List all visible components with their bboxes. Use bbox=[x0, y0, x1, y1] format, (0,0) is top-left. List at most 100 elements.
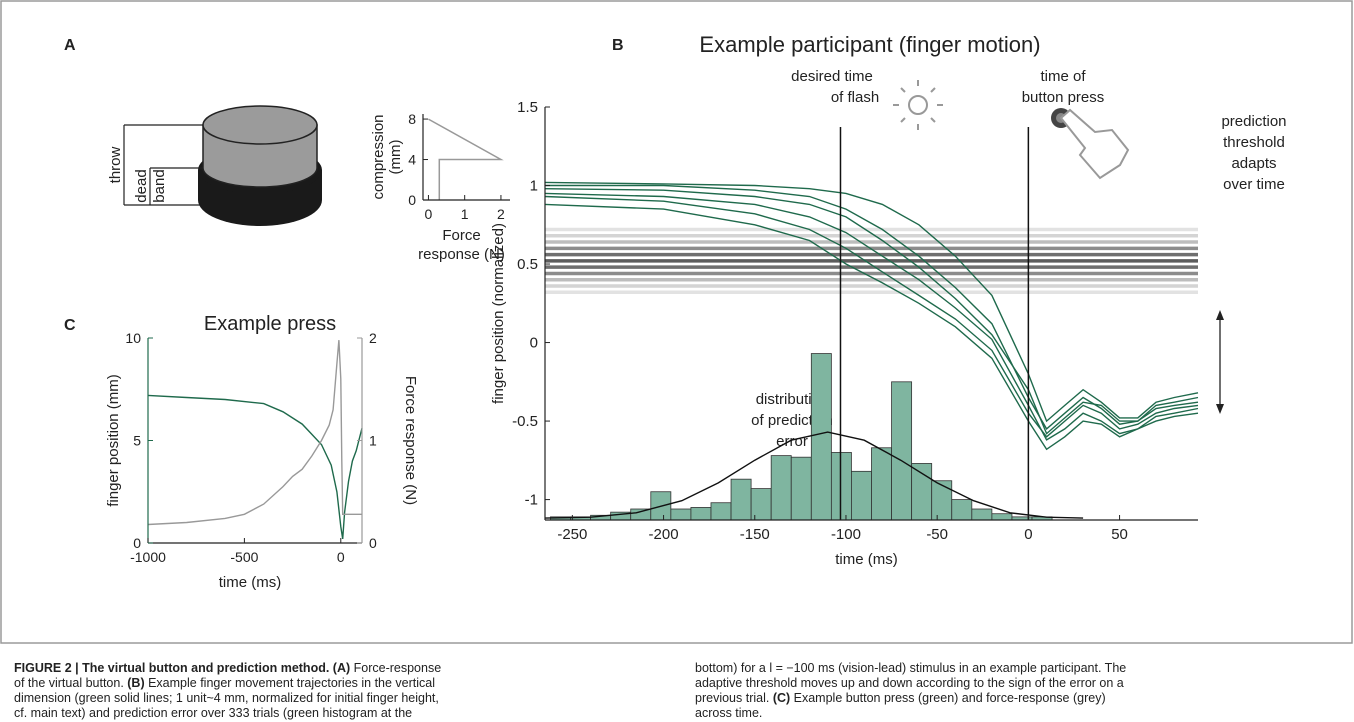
caption: FIGURE 2 | The virtual button and predic… bbox=[14, 661, 1126, 720]
caption-line: across time. bbox=[695, 706, 762, 720]
histogram-bar bbox=[971, 508, 993, 521]
x-tick-label: -100 bbox=[831, 526, 861, 543]
x-tick-label: 0 bbox=[337, 549, 345, 565]
y-tick-label: 0 bbox=[408, 192, 416, 208]
histogram-bar bbox=[770, 455, 792, 521]
y2-tick-label: 0 bbox=[369, 535, 377, 551]
panel-label: A bbox=[64, 37, 76, 54]
series-line bbox=[545, 184, 1199, 430]
y2-tick-label: 1 bbox=[369, 433, 377, 449]
y-axis-label: finger position (normalized) bbox=[490, 223, 507, 404]
x-tick-label: 0 bbox=[425, 206, 433, 222]
histogram-bar bbox=[931, 480, 953, 521]
caption-text: Force-response bbox=[350, 661, 441, 675]
caption-line: dimension (green solid lines; 1 unit~4 m… bbox=[14, 691, 439, 705]
x-axis-label: response (N) bbox=[418, 246, 505, 263]
x-tick-label: 50 bbox=[1111, 526, 1128, 543]
y-axis-label: (mm) bbox=[387, 140, 404, 175]
y-tick-label: 1 bbox=[530, 178, 538, 195]
annotation: adapts bbox=[1231, 155, 1276, 172]
panel-label: B bbox=[612, 37, 624, 54]
histogram-bar bbox=[730, 478, 752, 521]
caption-bold: (C) bbox=[773, 691, 790, 705]
y-axis-label: compression bbox=[370, 114, 387, 199]
button-illustration bbox=[123, 105, 322, 226]
y-tick-label: 10 bbox=[125, 330, 141, 346]
caption-line: previous trial. (C) Example button press… bbox=[695, 691, 1106, 705]
caption-text: cf. main text) and prediction error over… bbox=[14, 706, 412, 720]
y-tick-label: 5 bbox=[133, 433, 141, 449]
annotation: time of bbox=[1040, 68, 1086, 85]
caption-text: dimension (green solid lines; 1 unit~4 m… bbox=[14, 691, 439, 705]
caption-line: FIGURE 2 | The virtual button and predic… bbox=[14, 661, 441, 675]
annotation: prediction bbox=[1221, 113, 1286, 130]
histogram-bar bbox=[891, 381, 913, 521]
series-line bbox=[544, 431, 1084, 519]
x-tick-label: 2 bbox=[497, 206, 505, 222]
y-tick-label: 0 bbox=[530, 335, 538, 352]
caption-text: across time. bbox=[695, 706, 762, 720]
threshold-arrow bbox=[1216, 310, 1224, 414]
x-tick-label: 1 bbox=[461, 206, 469, 222]
series-line bbox=[544, 188, 1199, 435]
caption-line: adaptive threshold moves up and down acc… bbox=[695, 676, 1124, 690]
x-tick-label: -500 bbox=[230, 549, 258, 565]
annotation: desired time bbox=[791, 68, 873, 85]
series-line bbox=[428, 118, 504, 200]
y-tick-label: 0 bbox=[133, 535, 141, 551]
chart-title: Example participant (finger motion) bbox=[699, 32, 1040, 57]
x-tick-label: -200 bbox=[649, 526, 679, 543]
caption-line: cf. main text) and prediction error over… bbox=[14, 706, 412, 720]
histogram-bar bbox=[750, 488, 772, 521]
histogram-bar bbox=[670, 508, 692, 521]
histogram-bar bbox=[630, 508, 652, 521]
caption-text: previous trial. bbox=[695, 691, 773, 705]
histogram-bar bbox=[710, 502, 732, 521]
dead-band-label: band bbox=[151, 169, 168, 202]
x-axis-label: Force bbox=[442, 227, 480, 244]
caption-text: bottom) for a l = −100 ms (vision-lead) … bbox=[695, 661, 1126, 675]
chart-title: Example press bbox=[204, 313, 336, 335]
histogram-bar bbox=[911, 463, 933, 521]
y-tick-label: -1 bbox=[525, 492, 538, 509]
x-tick-label: -150 bbox=[740, 526, 770, 543]
y-tick-label: -0.5 bbox=[512, 413, 538, 430]
y-tick-label: 1.5 bbox=[517, 99, 538, 116]
series-line bbox=[147, 340, 362, 526]
x-tick-label: -250 bbox=[557, 526, 587, 543]
y-axis-label: finger position (mm) bbox=[105, 374, 122, 507]
x-tick-label: -1000 bbox=[130, 549, 166, 565]
y-tick-label: 0.5 bbox=[517, 256, 538, 273]
histogram-bar bbox=[851, 470, 872, 521]
caption-text: Example finger movement trajectories in … bbox=[145, 676, 435, 690]
annotation: distribution bbox=[756, 391, 829, 408]
histogram-bar bbox=[810, 353, 832, 521]
series-line bbox=[544, 181, 1199, 423]
caption-text: Example button press (green) and force-r… bbox=[790, 691, 1105, 705]
annotation: threshold bbox=[1223, 134, 1285, 151]
annotation: over time bbox=[1223, 176, 1285, 193]
histogram-bar bbox=[830, 452, 852, 521]
histogram-bar bbox=[951, 499, 973, 521]
caption-line: bottom) for a l = −100 ms (vision-lead) … bbox=[695, 661, 1126, 675]
caption-text: of the virtual button. bbox=[14, 676, 127, 690]
y2-tick-label: 2 bbox=[369, 330, 377, 346]
x-tick-label: -50 bbox=[926, 526, 948, 543]
y-tick-label: 8 bbox=[408, 111, 416, 127]
x-axis-label: time (ms) bbox=[219, 574, 282, 591]
histogram-bar bbox=[690, 507, 712, 521]
x-tick-label: 0 bbox=[1024, 526, 1032, 543]
histogram-bar bbox=[871, 447, 892, 521]
x-axis-label: time (ms) bbox=[835, 551, 898, 568]
y2-axis-label: Force response (N) bbox=[402, 376, 419, 505]
annotation: error bbox=[776, 433, 808, 450]
hand-icon bbox=[1051, 108, 1130, 180]
histogram-bar bbox=[790, 456, 812, 521]
histogram-bar bbox=[991, 513, 1013, 521]
caption-text: adaptive threshold moves up and down acc… bbox=[695, 676, 1124, 690]
caption-bold: FIGURE 2 | The virtual button and predic… bbox=[14, 661, 350, 675]
throw-label: throw bbox=[107, 146, 124, 183]
annotation: button press bbox=[1022, 89, 1105, 106]
